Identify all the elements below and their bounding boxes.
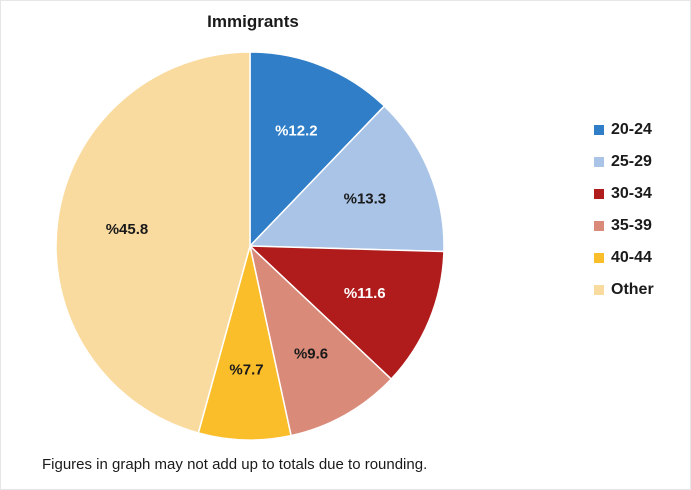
slice-label-30-34: %11.6: [344, 285, 386, 302]
legend-item-25-29: 25-29: [594, 148, 654, 175]
legend-swatch: [594, 220, 604, 231]
legend-swatch: [594, 188, 604, 199]
slice-label-20-24: %12.2: [275, 122, 318, 139]
pie-slice-other: [55, 51, 251, 434]
legend-swatch: [594, 284, 604, 295]
legend: 20-24 25-29 30-34 35-39 40-44 Other: [594, 116, 654, 308]
legend-item-35-39: 35-39: [594, 212, 654, 239]
legend-label: Other: [611, 280, 654, 298]
pie-slice-40-44: [197, 245, 292, 441]
legend-label: 30-34: [611, 184, 652, 202]
legend-item-other: Other: [594, 276, 654, 303]
pie-slice-20-24: [249, 51, 386, 248]
legend-swatch: [594, 156, 604, 167]
slice-label-35-39: %9.6: [294, 346, 328, 363]
legend-item-30-34: 30-34: [594, 180, 654, 207]
slice-label-other: %45.8: [106, 221, 149, 238]
slice-label-25-29: %13.3: [344, 190, 387, 207]
legend-item-40-44: 40-44: [594, 244, 654, 271]
pie-chart: %12.2 %13.3 %11.6 %9.6 %7.7 %45.8: [55, 51, 445, 441]
pie-slice-35-39: [248, 243, 393, 437]
legend-label: 20-24: [611, 120, 652, 138]
legend-label: 40-44: [611, 248, 652, 266]
pie-slice-25-29: [248, 104, 445, 253]
footnote: Figures in graph may not add up to total…: [42, 456, 428, 473]
legend-item-20-24: 20-24: [594, 116, 654, 143]
legend-swatch: [594, 124, 604, 135]
slice-label-40-44: %7.7: [229, 362, 263, 379]
chart-title: Immigrants: [207, 12, 299, 31]
legend-label: 35-39: [611, 216, 652, 234]
legend-label: 25-29: [611, 152, 652, 170]
pie-slice-30-34: [248, 245, 445, 381]
legend-swatch: [594, 252, 604, 263]
